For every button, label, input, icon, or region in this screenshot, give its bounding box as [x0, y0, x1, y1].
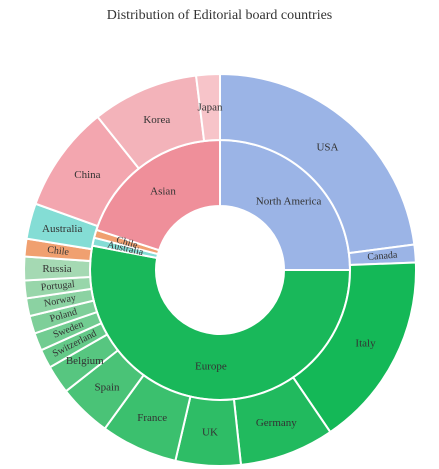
outer-label-russia: Russia	[42, 263, 71, 275]
labels: North America Europe Australia Chile Asian US…	[40, 101, 398, 438]
inner-label-europe: Europe	[195, 361, 227, 373]
outer-label-uk: UK	[202, 427, 218, 439]
inner-label-asian: Asian	[150, 186, 176, 198]
outer-label-belgium: Belgium	[66, 355, 104, 367]
outer-label-usa: USA	[316, 142, 338, 154]
outer-label-china: China	[74, 169, 100, 181]
outer-segment-japan	[194, 72, 221, 143]
outer-label-portugal: Portugal	[40, 279, 75, 293]
outer-ring	[23, 72, 417, 467]
outer-segment-usa	[219, 72, 416, 255]
outer-label-germany: Germany	[256, 417, 297, 429]
outer-label-italy: Italy	[355, 337, 376, 349]
chart-title: Distribution of Editorial board countrie…	[106, 8, 333, 23]
outer-label-japan: Japan	[197, 101, 223, 113]
outer-label-france: France	[137, 412, 167, 424]
outer-label-spain: Spain	[94, 381, 120, 393]
outer-label-australia: Australia	[42, 223, 82, 235]
outer-label-canada: Canada	[367, 250, 398, 264]
inner-label-north-america: North America	[256, 195, 322, 207]
outer-label-korea: Korea	[143, 114, 170, 126]
outer-label-chile: Chile	[47, 245, 70, 258]
